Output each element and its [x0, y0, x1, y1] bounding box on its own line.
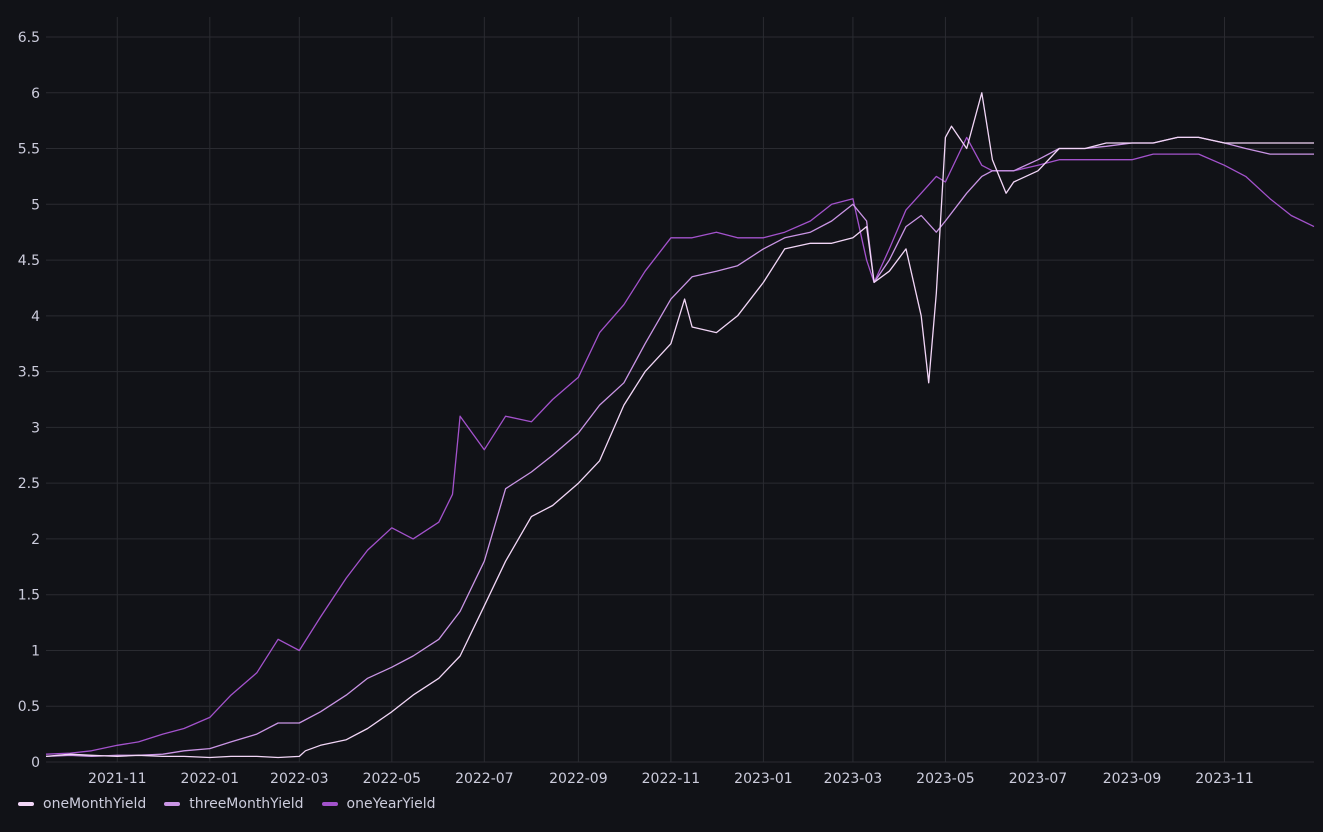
- x-tick-label: 2022-07: [455, 771, 514, 787]
- legend-label-three-month: threeMonthYield: [189, 796, 304, 812]
- x-tick-label: 2023-11: [1195, 771, 1254, 787]
- x-tick-label: 2022-03: [270, 771, 329, 787]
- y-tick-label: 5: [31, 197, 40, 213]
- y-axis: 0 0.5 1 1.5 2 2.5 3 3.5 4 4.5 5 5.5 6 6.5: [18, 30, 40, 771]
- legend-item-three-month[interactable]: threeMonthYield: [164, 796, 304, 812]
- legend-item-one-month[interactable]: oneMonthYield: [18, 796, 146, 812]
- line-chart: 0 0.5 1 1.5 2 2.5 3 3.5 4 4.5 5 5.5 6 6.5 2021-11 2022…: [18, 17, 1315, 787]
- series-layer: [45, 92, 1315, 759]
- legend-swatch-one-month: [18, 802, 34, 806]
- legend-item-one-year[interactable]: oneYearYield: [321, 796, 436, 812]
- x-tick-label: 2023-03: [824, 771, 883, 787]
- legend-label-one-year: oneYearYield: [346, 796, 436, 812]
- x-tick-label: 2023-05: [916, 771, 975, 787]
- y-tick-label: 1.5: [18, 588, 40, 604]
- y-tick-label: 2: [31, 532, 40, 548]
- y-tick-label: 0.5: [18, 699, 40, 715]
- y-grid: [46, 36, 1314, 763]
- y-tick-label: 6: [31, 86, 40, 102]
- y-tick-label: 3: [31, 420, 40, 436]
- x-tick-label: 2023-07: [1009, 771, 1068, 787]
- y-tick-label: 0: [31, 755, 40, 771]
- y-tick-label: 5.5: [18, 142, 40, 158]
- x-tick-label: 2022-05: [363, 771, 422, 787]
- x-tick-label: 2022-01: [181, 771, 240, 787]
- y-tick-label: 6.5: [18, 30, 40, 46]
- x-tick-label: 2023-01: [734, 771, 793, 787]
- legend: oneMonthYield threeMonthYield oneYearYie…: [18, 796, 436, 812]
- x-tick-label: 2023-09: [1103, 771, 1162, 787]
- legend-label-one-month: oneMonthYield: [43, 796, 147, 812]
- x-tick-label: 2022-11: [642, 771, 701, 787]
- x-tick-label: 2022-09: [549, 771, 608, 787]
- y-tick-label: 4.5: [18, 253, 40, 269]
- x-axis: 2021-11 2022-01 2022-03 2022-05 2022-07 2022-…: [88, 771, 1254, 787]
- x-tick-label: 2021-11: [88, 771, 147, 787]
- legend-swatch-one-year: [321, 802, 338, 806]
- series-line-oneYearYield: [45, 136, 1315, 755]
- series-line-oneMonthYield: [45, 92, 1314, 759]
- y-tick-label: 4: [31, 309, 40, 325]
- legend-swatch-three-month: [164, 802, 181, 806]
- y-tick-label: 1: [31, 643, 40, 659]
- y-tick-label: 3.5: [18, 365, 40, 381]
- y-tick-label: 2.5: [18, 476, 40, 492]
- series-line-threeMonthYield: [45, 136, 1314, 758]
